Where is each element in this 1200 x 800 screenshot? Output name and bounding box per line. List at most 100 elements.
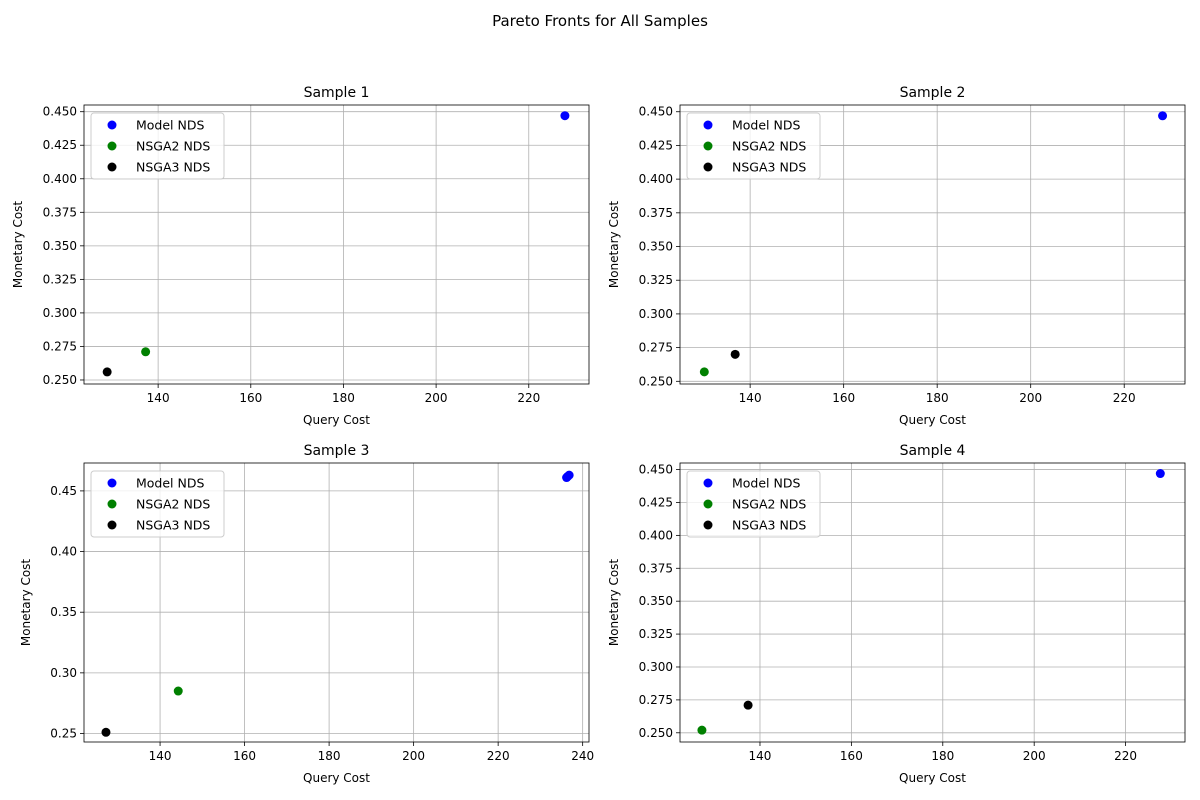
y-tick-label: 0.400 [639, 172, 673, 186]
x-tick-label: 180 [332, 391, 355, 405]
x-tick-label: 180 [926, 391, 949, 405]
subplot-title: Sample 2 [900, 85, 966, 101]
data-point [102, 367, 112, 377]
y-tick-label: 0.30 [50, 666, 77, 680]
y-tick-label: 0.425 [43, 138, 77, 152]
subplot-1: 140 160 180 200 220 0.250 0.275 0.300 0.325 0.350… [11, 85, 590, 427]
legend-label: Model NDS [732, 476, 800, 491]
legend-label: Model NDS [732, 118, 800, 133]
legend-marker [703, 162, 713, 172]
x-axis-label: Query Cost [303, 771, 370, 785]
legend-label: NSGA3 NDS [732, 518, 806, 533]
x-tick-label: 140 [739, 391, 762, 405]
data-point [730, 349, 740, 359]
x-tick-label: 200 [1023, 749, 1046, 763]
x-tick-label: 220 [487, 749, 510, 763]
y-tick-label: 0.350 [43, 239, 77, 253]
legend-label: NSGA2 NDS [732, 139, 806, 154]
legend-box [686, 112, 821, 180]
data-point [141, 347, 151, 357]
y-tick-label: 0.400 [639, 528, 673, 542]
y-tick-label: 0.350 [639, 594, 673, 608]
y-tick-label: 0.325 [639, 627, 673, 641]
x-tick-label: 220 [517, 391, 540, 405]
data-point [1158, 111, 1168, 121]
x-tick-label: 220 [1113, 391, 1136, 405]
legend-label: NSGA2 NDS [136, 497, 210, 512]
data-point [173, 686, 183, 696]
y-tick-label: 0.250 [639, 726, 673, 740]
x-axis-label: Query Cost [899, 413, 966, 427]
legend-label: NSGA2 NDS [732, 497, 806, 512]
subplot-2: 140 160 180 200 220 0.250 0.275 0.300 0.325 0.350… [607, 85, 1186, 427]
data-point [699, 367, 709, 377]
x-tick-label: 180 [318, 749, 341, 763]
subplot-title: Sample 1 [304, 85, 370, 101]
y-tick-label: 0.45 [50, 484, 77, 498]
y-tick-label: 0.250 [639, 374, 673, 388]
y-axis-label: Monetary Cost [607, 201, 621, 289]
legend-marker [107, 499, 117, 509]
axes-frame [83, 462, 590, 743]
x-tick-label: 140 [149, 749, 172, 763]
y-axis-label: Monetary Cost [11, 201, 25, 289]
legend-label: NSGA2 NDS [136, 139, 210, 154]
legend-marker [703, 520, 713, 530]
y-axis-label: Monetary Cost [19, 559, 33, 647]
x-tick-label: 140 [749, 749, 772, 763]
y-tick-label: 0.25 [50, 727, 77, 741]
x-axis-label: Query Cost [303, 413, 370, 427]
legend-label: Model NDS [136, 118, 204, 133]
axes-frame [83, 104, 590, 385]
data-point [560, 111, 570, 121]
y-tick-label: 0.425 [639, 138, 673, 152]
legend-marker [703, 141, 713, 151]
legend-label: NSGA3 NDS [732, 160, 806, 175]
figure-suptitle: Pareto Fronts for All Samples [492, 12, 708, 30]
y-tick-label: 0.425 [639, 495, 673, 509]
legend-label: Model NDS [136, 476, 204, 491]
data-point [697, 725, 707, 735]
data-point [1155, 469, 1165, 479]
y-tick-label: 0.375 [639, 561, 673, 575]
y-tick-label: 0.35 [50, 605, 77, 619]
y-tick-label: 0.450 [639, 463, 673, 477]
y-tick-label: 0.400 [43, 172, 77, 186]
legend-marker [107, 162, 117, 172]
x-tick-label: 160 [233, 749, 256, 763]
y-tick-label: 0.275 [639, 341, 673, 355]
x-tick-label: 220 [1114, 749, 1137, 763]
x-tick-label: 200 [1019, 391, 1042, 405]
y-tick-label: 0.325 [639, 273, 673, 287]
axes-frame [679, 462, 1186, 743]
data-point [101, 727, 111, 737]
legend-marker [107, 120, 117, 130]
x-tick-label: 200 [425, 391, 448, 405]
legend-marker [107, 141, 117, 151]
legend-marker [703, 499, 713, 509]
subplot-title: Sample 4 [900, 443, 966, 459]
data-point [562, 473, 572, 483]
y-axis-label: Monetary Cost [607, 559, 621, 647]
legend-label: NSGA3 NDS [136, 160, 210, 175]
y-tick-label: 0.450 [639, 105, 673, 119]
axes-frame [679, 104, 1186, 385]
x-tick-label: 160 [832, 391, 855, 405]
y-tick-label: 0.350 [639, 240, 673, 254]
legend-box [90, 470, 225, 538]
legend-marker [107, 478, 117, 488]
x-tick-label: 200 [402, 749, 425, 763]
y-tick-label: 0.40 [50, 545, 77, 559]
y-tick-label: 0.325 [43, 272, 77, 286]
legend-box [686, 470, 821, 538]
y-tick-label: 0.275 [639, 693, 673, 707]
legend-label: NSGA3 NDS [136, 518, 210, 533]
legend-marker [703, 120, 713, 130]
x-tick-label: 140 [147, 391, 170, 405]
subplot-3: 140 160 180 200 220 240 0.25 0.30 0.35 0.40 0.45 Sa… [19, 443, 594, 785]
y-tick-label: 0.450 [43, 105, 77, 119]
legend-box [90, 112, 225, 180]
x-tick-label: 180 [931, 749, 954, 763]
